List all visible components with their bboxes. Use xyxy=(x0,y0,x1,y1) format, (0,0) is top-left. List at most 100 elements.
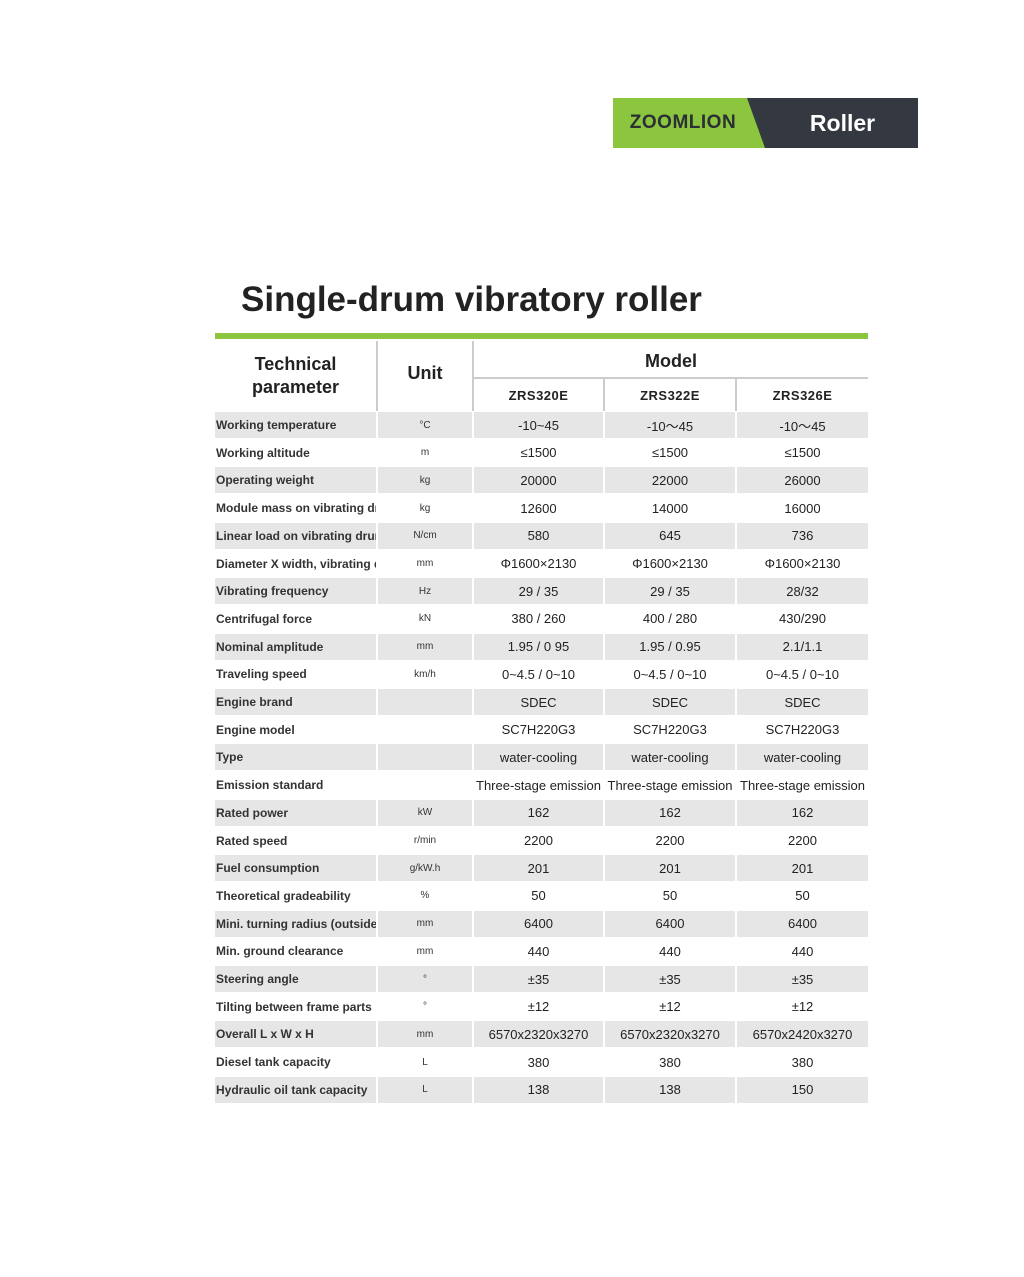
table-cell: 29 / 35 xyxy=(474,578,603,605)
table-cell: 16000 xyxy=(737,495,868,522)
table-cell: 29 / 35 xyxy=(605,578,735,605)
table-cell: Overall L x W x H xyxy=(215,1021,376,1048)
table-cell: ±35 xyxy=(474,966,603,992)
table-cell: 26000 xyxy=(737,467,868,494)
table-cell: ° xyxy=(378,966,472,992)
table-cell: Φ1600×2130 xyxy=(474,550,603,577)
table-cell: 380 xyxy=(474,1049,603,1076)
table-cell: -10~45 xyxy=(474,412,603,438)
table-cell: ° xyxy=(378,993,472,1020)
divider xyxy=(603,379,605,411)
brand-name: ZOOMLION xyxy=(629,112,737,133)
table-cell: kg xyxy=(378,467,472,494)
table-cell: -10〜45 xyxy=(737,412,868,438)
table-cell: L xyxy=(378,1076,472,1103)
table-cell: 6400 xyxy=(737,910,868,937)
table-cell: 380 / 260 xyxy=(474,605,603,632)
table-cell: Working altitude xyxy=(215,439,376,466)
table-cell xyxy=(378,716,472,743)
table-cell: 50 xyxy=(605,882,735,909)
table-cell: 201 xyxy=(737,855,868,882)
table-cell xyxy=(378,744,472,771)
table-cell: 380 xyxy=(737,1049,868,1076)
table-cell: SC7H220G3 xyxy=(737,716,868,743)
table-cell: Mini. turning radius (outside) xyxy=(215,910,376,937)
table-cell: SC7H220G3 xyxy=(605,716,735,743)
divider xyxy=(735,379,737,411)
table-cell: mm xyxy=(378,550,472,577)
table-cell: -10〜45 xyxy=(605,412,735,438)
table-cell: Φ1600×2130 xyxy=(737,550,868,577)
table-cell: kW xyxy=(378,799,472,826)
table-cell: 2200 xyxy=(605,827,735,854)
brand-badge xyxy=(613,98,918,148)
product-name: Roller xyxy=(809,109,876,136)
table-cell: Rated power xyxy=(215,799,376,826)
table-cell: Engine model xyxy=(215,716,376,743)
table-cell: Operating weight xyxy=(215,467,376,494)
divider xyxy=(376,341,378,411)
table-cell: km/h xyxy=(378,661,472,688)
table-cell: 12600 xyxy=(474,495,603,522)
table-cell: Rated speed xyxy=(215,827,376,854)
table-cell: SDEC xyxy=(605,689,735,715)
table-cell: N/cm xyxy=(378,522,472,549)
table-cell: ±35 xyxy=(605,966,735,992)
divider xyxy=(474,377,868,379)
table-cell: mm xyxy=(378,910,472,937)
table-cell: 162 xyxy=(474,799,603,826)
table-cell: Centrifugal force xyxy=(215,605,376,632)
table-cell: 6570x2320x3270 xyxy=(474,1021,603,1048)
table-cell: mm xyxy=(378,633,472,660)
table-cell: Φ1600×2130 xyxy=(605,550,735,577)
table-cell: 400 / 280 xyxy=(605,605,735,632)
table-cell: 201 xyxy=(605,855,735,882)
table-cell: water-cooling xyxy=(737,744,868,771)
table-cell: g/kW.h xyxy=(378,855,472,882)
table-cell: 580 xyxy=(474,522,603,549)
header-cell: Technical parameter xyxy=(251,354,340,397)
table-cell: 6400 xyxy=(474,910,603,937)
title-rule xyxy=(215,333,868,339)
table-cell: ≤1500 xyxy=(605,439,735,466)
table-cell: 440 xyxy=(605,938,735,965)
table-cell: 20000 xyxy=(474,467,603,494)
table-cell: 162 xyxy=(605,799,735,826)
page-title: Single-drum vibratory roller xyxy=(241,280,702,319)
table-cell: Engine brand xyxy=(215,689,376,715)
table-cell: Emission standard xyxy=(215,772,376,799)
table-cell: Diameter X width, vibrating drum xyxy=(215,550,376,577)
table-cell: Three-stage emission xyxy=(474,772,603,799)
table-cell: Module mass on vibrating drum xyxy=(215,495,376,522)
table-cell: Steering angle xyxy=(215,966,376,992)
table-cell: ±12 xyxy=(605,993,735,1020)
table-cell: Working temperature xyxy=(215,412,376,438)
table-cell: 201 xyxy=(474,855,603,882)
table-cell: Three-stage emission xyxy=(605,772,735,799)
table-cell: ±12 xyxy=(474,993,603,1020)
table-cell: 6570x2420x3270 xyxy=(737,1021,868,1048)
table-cell: ≤1500 xyxy=(474,439,603,466)
table-cell: SC7H220G3 xyxy=(474,716,603,743)
table-cell: Hz xyxy=(378,578,472,605)
badge-green xyxy=(613,98,765,148)
table-cell: m xyxy=(378,439,472,466)
table-cell: % xyxy=(378,882,472,909)
table-cell: SDEC xyxy=(474,689,603,715)
table-cell: 0~4.5 / 0~10 xyxy=(474,661,603,688)
table-cell: Theoretical gradeability xyxy=(215,882,376,909)
table-cell: Nominal amplitude xyxy=(215,633,376,660)
table-cell: 6400 xyxy=(605,910,735,937)
table-cell: 1.95 / 0.95 xyxy=(605,633,735,660)
table-cell: mm xyxy=(378,1021,472,1048)
table-cell: SDEC xyxy=(737,689,868,715)
table-cell: water-cooling xyxy=(605,744,735,771)
table-cell: Hydraulic oil tank capacity xyxy=(215,1076,376,1103)
table-cell: Diesel tank capacity xyxy=(215,1049,376,1076)
table-cell: 50 xyxy=(474,882,603,909)
table-cell: Fuel consumption xyxy=(215,855,376,882)
table-cell: 50 xyxy=(737,882,868,909)
table-cell: 380 xyxy=(605,1049,735,1076)
